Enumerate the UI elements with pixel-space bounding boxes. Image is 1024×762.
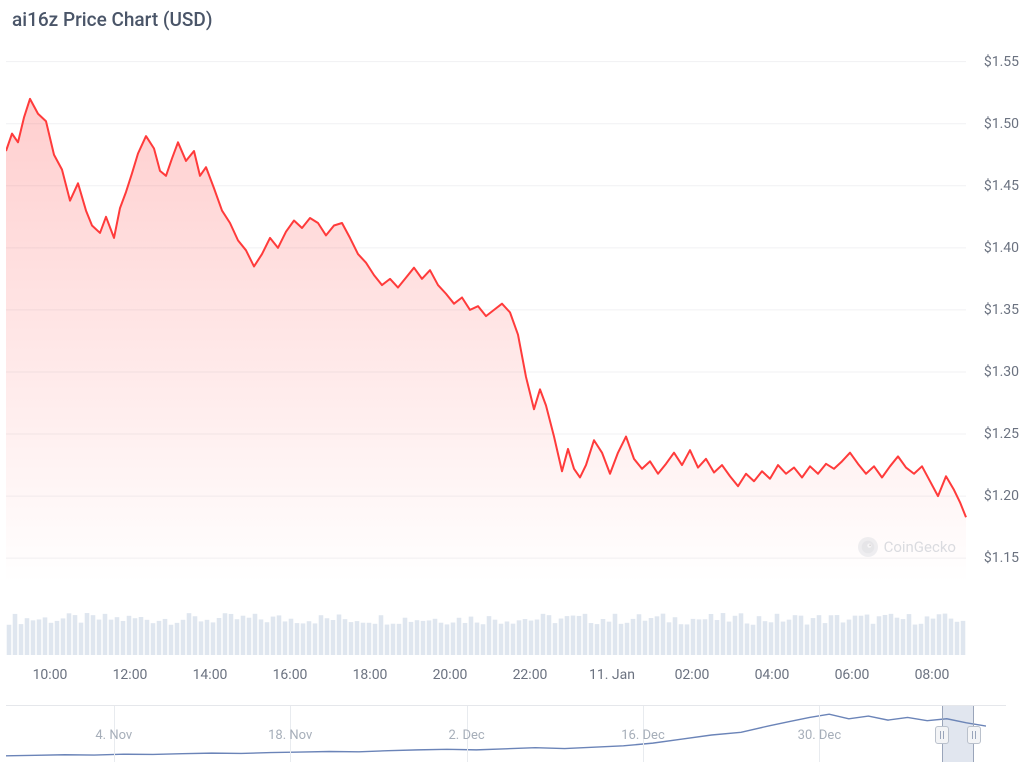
main-price-chart[interactable]: $1.15 $1.20 $1.25 $1.30 $1.35 $1.40 $1.45 $1.50… [6,43,1016,599]
y-tick-label: $1.45 [984,178,1019,194]
x-tick-label: 12:00 [113,667,148,683]
y-tick-label: $1.30 [984,364,1019,380]
navigator-handle-right[interactable] [967,726,981,744]
x-tick-label: 10:00 [33,667,68,683]
x-tick-label: 16:00 [273,667,308,683]
nav-tick-label: 4. Nov [95,728,132,743]
y-tick-label: $1.55 [984,54,1019,70]
coingecko-watermark: CoinGecko [858,537,956,557]
nav-tick-label: 2. Dec [448,728,484,743]
x-tick-label: 08:00 [915,667,950,683]
x-tick-label: 04:00 [755,667,790,683]
chart-title: ai16z Price Chart (USD) [0,0,1024,43]
x-tick-label: 11. Jan [589,667,635,683]
y-tick-label: $1.25 [984,426,1019,442]
nav-tick-label: 16. Dec [621,728,665,743]
x-tick-label: 06:00 [835,667,870,683]
nav-tick-label: 18. Nov [268,728,312,743]
coingecko-icon [858,537,878,557]
y-tick-label: $1.15 [984,550,1019,566]
navigator-handle-left[interactable] [935,726,949,744]
x-tick-label: 22:00 [513,667,548,683]
volume-chart[interactable] [6,613,966,657]
y-tick-label: $1.50 [984,116,1019,132]
watermark-text: CoinGecko [884,538,956,556]
x-tick-label: 14:00 [193,667,228,683]
y-tick-label: $1.40 [984,240,1019,256]
y-tick-label: $1.20 [984,488,1019,504]
navigator-chart[interactable]: 4. Nov 18. Nov 2. Dec 16. Dec 30. Dec [6,705,1006,761]
x-tick-label: 20:00 [433,667,468,683]
nav-tick-label: 30. Dec [798,728,842,743]
x-axis-labels: 10:00 12:00 14:00 16:00 18:00 20:00 22:00 11. J… [6,667,966,691]
x-tick-label: 18:00 [353,667,388,683]
y-tick-label: $1.35 [984,302,1019,318]
x-tick-label: 02:00 [675,667,710,683]
